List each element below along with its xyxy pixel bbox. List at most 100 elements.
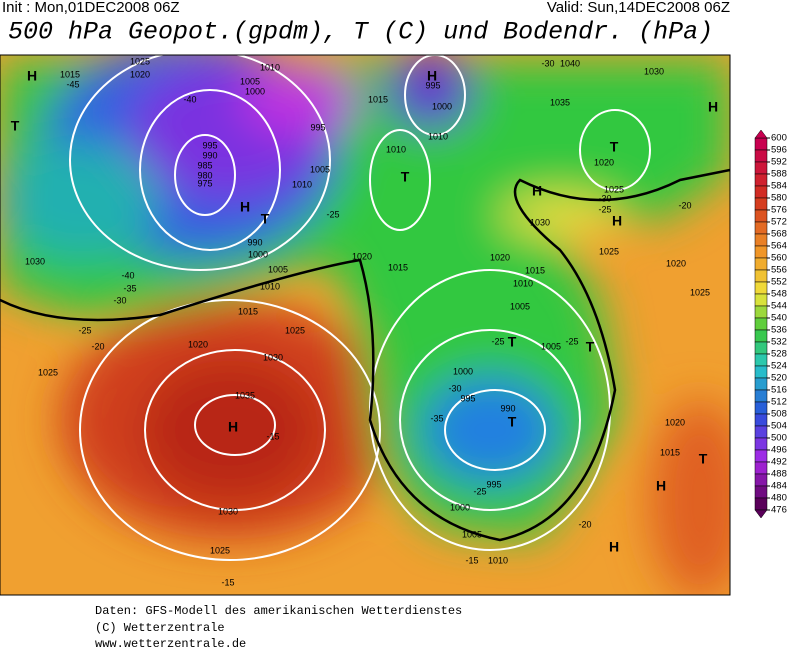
contour-label: -35 — [430, 413, 443, 423]
colorbar-cell — [754, 137, 768, 151]
contour-label: 1000 — [453, 366, 473, 376]
contour-label: -20 — [578, 519, 591, 529]
colorbar-label: 544 — [771, 301, 787, 312]
colorbar-label: 528 — [771, 349, 787, 360]
colorbar-label: 520 — [771, 373, 787, 384]
pressure-center: T — [508, 414, 517, 430]
colorbar-cell — [754, 461, 768, 475]
colorbar-cell — [754, 245, 768, 259]
pressure-center: T — [699, 451, 708, 467]
contour-label: -30 — [113, 295, 126, 305]
contour-label: 1010 — [386, 144, 406, 154]
colorbar-cell — [754, 449, 768, 463]
colorbar-label: 496 — [771, 445, 787, 456]
contour-label: 1025 — [210, 545, 230, 555]
colorbar-label: 568 — [771, 229, 787, 240]
contour-label: -40 — [183, 94, 196, 104]
footer-line: Daten: GFS-Modell des amerikanischen Wet… — [95, 604, 462, 618]
contour-label: -40 — [121, 270, 134, 280]
colorbar-label: 504 — [771, 421, 787, 432]
colorbar-label: 512 — [771, 397, 787, 408]
contour-label: -20 — [678, 200, 691, 210]
contour-label: 995 — [202, 140, 217, 150]
pressure-center: T — [401, 169, 410, 185]
colorbar-label: 556 — [771, 265, 787, 276]
contour-label: 980 — [197, 170, 212, 180]
contour-label: 1010 — [513, 278, 533, 288]
colorbar-cell — [754, 317, 768, 331]
contour-label: 1020 — [666, 258, 686, 268]
contour-label: -25 — [326, 209, 339, 219]
contour-label: -20 — [91, 341, 104, 351]
colorbar-label: 564 — [771, 241, 787, 252]
colorbar-label: 524 — [771, 361, 787, 372]
contour-label: 1025 — [285, 325, 305, 335]
contour-label: 1025 — [599, 246, 619, 256]
contour-label: 1030 — [644, 66, 664, 76]
contour-label: -25 — [598, 204, 611, 214]
contour-label: 990 — [247, 237, 262, 247]
colorbar-label: 484 — [771, 481, 787, 492]
colorbar-cell — [754, 377, 768, 391]
colorbar-label: 500 — [771, 433, 787, 444]
contour-label: -25 — [78, 325, 91, 335]
colorbar-label: 508 — [771, 409, 787, 420]
colorbar-label: 584 — [771, 181, 787, 192]
contour-label: 1040 — [560, 58, 580, 68]
contour-label: 1005 — [310, 164, 330, 174]
colorbar-cell — [754, 485, 768, 499]
contour-label: 1010 — [260, 62, 280, 72]
pressure-center: H — [708, 99, 718, 115]
colorbar-cell — [754, 305, 768, 319]
pressure-center: H — [427, 68, 437, 84]
colorbar-cell — [754, 281, 768, 295]
pressure-center: T — [610, 139, 619, 155]
contour-label: -25 — [473, 486, 486, 496]
contour-label: 1035 — [235, 390, 255, 400]
colorbar-label: 596 — [771, 145, 787, 156]
colorbar-cell — [754, 365, 768, 379]
colorbar-cell — [754, 209, 768, 223]
contour-label: 1015 — [660, 447, 680, 457]
contour-label: 1030 — [263, 352, 283, 362]
colorbar-end — [754, 129, 768, 139]
contour-label: 1000 — [432, 101, 452, 111]
colorbar-label: 488 — [771, 469, 787, 480]
contour-label: -30 — [448, 383, 461, 393]
contour-label: 1005 — [240, 76, 260, 86]
pressure-center: H — [240, 199, 250, 215]
colorbar-label: 476 — [771, 505, 787, 516]
colorbar-cell — [754, 197, 768, 211]
colorbar-label: 560 — [771, 253, 787, 264]
contour-label: 1020 — [490, 252, 510, 262]
colorbar-cell — [754, 437, 768, 451]
contour-label: -15 — [465, 555, 478, 565]
colorbar-cell — [754, 185, 768, 199]
pressure-center: H — [656, 478, 666, 494]
colorbar-label: 592 — [771, 157, 787, 168]
pressure-center: T — [261, 211, 270, 227]
pressure-center: H — [532, 183, 542, 199]
colorbar-label: 600 — [771, 133, 787, 144]
contour-label: 1005 — [462, 529, 482, 539]
contour-label: -15 — [221, 577, 234, 587]
colorbar-cell — [754, 221, 768, 235]
contour-label: 1020 — [665, 417, 685, 427]
contour-label: 1015 — [525, 265, 545, 275]
map-labels: HT101510251020101010051000-45-4099599098… — [11, 56, 718, 587]
footer-line: (C) Wetterzentrale — [95, 621, 225, 635]
colorbar-label: 492 — [771, 457, 787, 468]
contour-label: 1020 — [352, 251, 372, 261]
pressure-center: T — [508, 334, 517, 350]
contour-label: 1025 — [604, 184, 624, 194]
contour-label: 1015 — [60, 69, 80, 79]
contour-label: 1005 — [541, 341, 561, 351]
colorbar-cell — [754, 269, 768, 283]
colorbar-cell — [754, 149, 768, 163]
colorbar-cell — [754, 341, 768, 355]
contour-label: -25 — [491, 336, 504, 346]
colorbar-label: 532 — [771, 337, 787, 348]
contour-label: 995 — [486, 479, 501, 489]
colorbar-cell — [754, 389, 768, 403]
contour-label: 1000 — [248, 249, 268, 259]
